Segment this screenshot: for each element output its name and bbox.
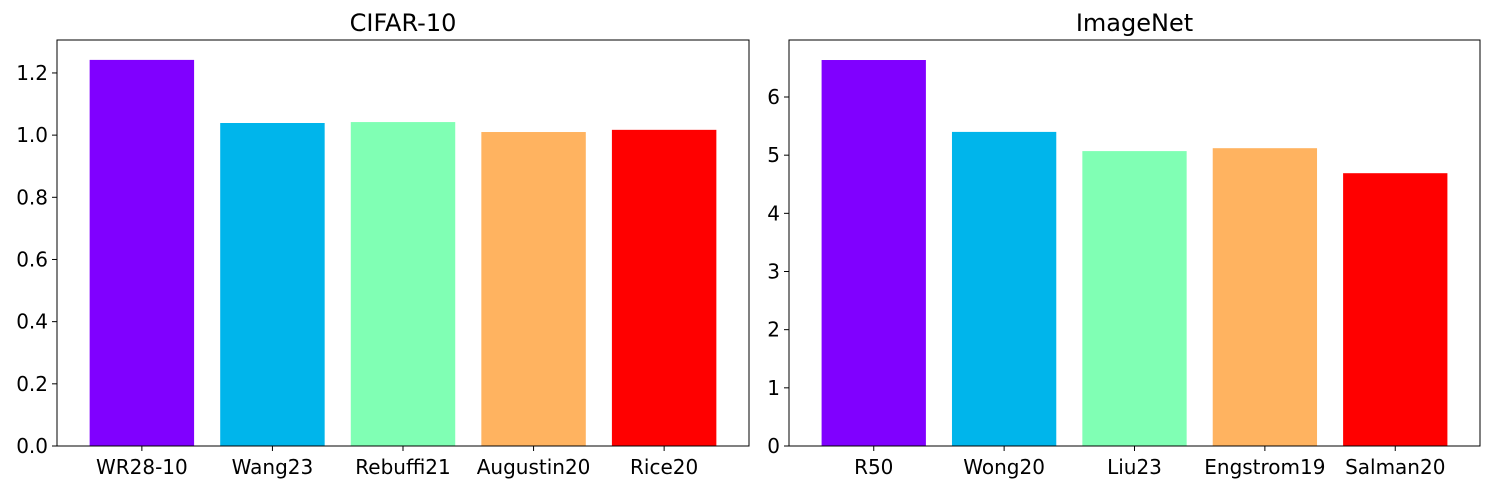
x-tick-label: WR28-10 <box>96 455 188 479</box>
y-tick-label: 4 <box>767 201 780 225</box>
bar <box>481 132 586 446</box>
y-tick-label: 0.8 <box>16 185 48 209</box>
chart-title: ImageNet <box>1076 9 1193 37</box>
bar <box>1343 173 1448 447</box>
y-tick-label: 6 <box>767 85 780 109</box>
x-tick-label: Salman20 <box>1345 455 1445 479</box>
y-tick-label: 1.2 <box>16 61 48 85</box>
axes-frame <box>56 39 750 447</box>
x-tick-label: Liu23 <box>1107 455 1162 479</box>
bar <box>611 129 717 446</box>
y-tick-label: 5 <box>767 143 780 167</box>
y-tick-label: 0.0 <box>16 434 48 458</box>
bar <box>1212 148 1318 446</box>
subplot: ImageNet R50 Wong20 Liu23 Engstrom19 Salman20… <box>767 9 1481 479</box>
x-tick-label: Wong20 <box>963 455 1045 479</box>
y-tick-label: 1 <box>767 376 780 400</box>
bar <box>1082 151 1187 447</box>
y-tick-label: 0.2 <box>16 372 48 396</box>
x-tick-label: Augustin20 <box>477 455 591 479</box>
y-tick-label: 0 <box>767 434 780 458</box>
bar <box>951 131 1057 446</box>
x-tick-label: Wang23 <box>232 455 314 479</box>
bar <box>89 59 195 446</box>
y-tick-label: 2 <box>767 318 780 342</box>
y-tick-label: 0.4 <box>16 310 48 334</box>
x-tick-label: R50 <box>854 455 893 479</box>
bar <box>350 122 456 447</box>
x-tick-label: Rebuffi21 <box>355 455 450 479</box>
bar <box>220 123 325 447</box>
chart-title: CIFAR-10 <box>350 9 457 37</box>
subplot: CIFAR-10 WR28-10 Wang23 Rebuffi21 Augustin20… <box>16 9 750 479</box>
bar <box>821 60 926 447</box>
y-tick-label: 1.0 <box>16 123 48 147</box>
y-tick-label: 0.6 <box>16 247 48 271</box>
x-tick-label: Rice20 <box>630 455 698 479</box>
x-tick-label: Engstrom19 <box>1204 455 1325 479</box>
y-tick-label: 3 <box>767 260 780 284</box>
axes-frame <box>788 39 1481 447</box>
